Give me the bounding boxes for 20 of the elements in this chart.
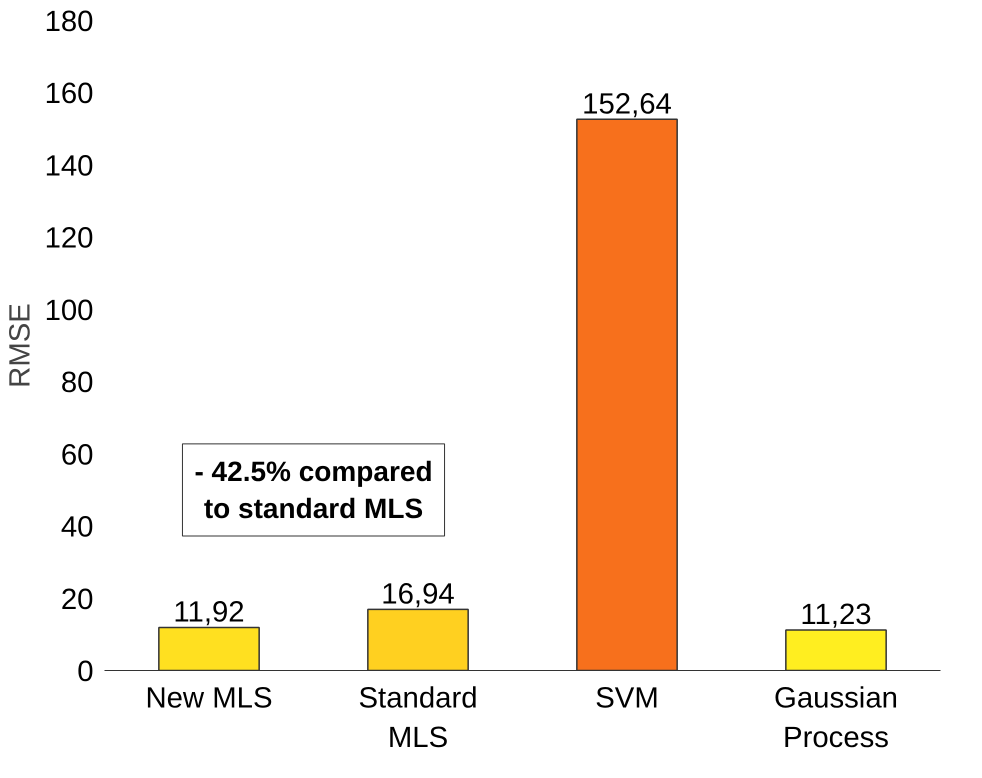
y-tick-label: 0 — [77, 655, 94, 688]
x-tick-label: SVM — [595, 682, 659, 714]
x-tick-label: Gaussian Process — [774, 682, 898, 754]
data-label: 16,94 — [381, 577, 455, 610]
y-tick-label: 140 — [44, 149, 94, 182]
y-tick-label: 80 — [60, 366, 94, 400]
y-tick-label: 20 — [60, 582, 94, 616]
y-tick-label: 100 — [44, 294, 94, 327]
data-label: 11,92 — [173, 595, 245, 628]
y-tick-label: 40 — [60, 510, 94, 544]
y-axis-title: RMSE — [4, 303, 37, 388]
y-tick-label: 60 — [60, 438, 94, 472]
y-tick-label: 120 — [44, 222, 94, 255]
y-tick-label: 160 — [44, 77, 94, 110]
y-tick-label: 180 — [44, 5, 94, 38]
annotation: - 42.5% compared to standard MLS — [194, 456, 433, 524]
data-label: 152,64 — [582, 87, 672, 120]
x-tick-label: Standard MLS — [358, 682, 478, 754]
data-label: 11,23 — [800, 598, 872, 631]
x-tick-label: New MLS — [145, 682, 273, 714]
